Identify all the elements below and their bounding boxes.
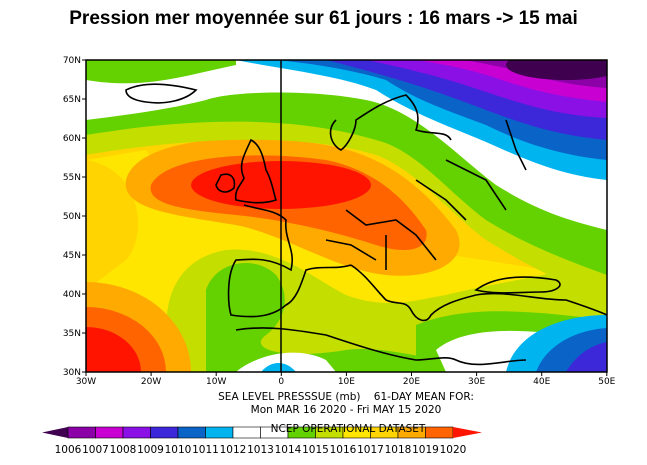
colorbar-segment bbox=[95, 426, 124, 439]
lat-tick-label: 30N bbox=[63, 368, 81, 378]
colorbar-label: 1016 bbox=[330, 444, 357, 456]
lon-tick-label: 30E bbox=[468, 377, 485, 387]
colorbar-label: 1014 bbox=[275, 444, 302, 456]
colorbar-label: 1007 bbox=[82, 444, 109, 456]
lat-tick-label: 40N bbox=[63, 290, 81, 300]
lon-tick-label: 10E bbox=[338, 377, 355, 387]
lon-tick-label: 30W bbox=[76, 377, 96, 387]
field-1005-north bbox=[506, 60, 607, 80]
colorbar-label: 1019 bbox=[412, 444, 439, 456]
colorbar-label: 1020 bbox=[440, 444, 467, 456]
colorbar-label: 1010 bbox=[165, 444, 192, 456]
lat-tick-label: 35N bbox=[63, 329, 81, 339]
lat-tick-label: 55N bbox=[63, 173, 81, 183]
lon-tick-label: 10W bbox=[206, 377, 226, 387]
lon-tick-label: 20W bbox=[141, 377, 161, 387]
colorbar-segment bbox=[67, 426, 96, 439]
lon-tick-label: 40E bbox=[533, 377, 550, 387]
lon-tick-label: 20E bbox=[403, 377, 420, 387]
longitude-axis: 30W 20W 10W 0 10E 20E 30E 40E 50E bbox=[76, 372, 616, 387]
colorbar-label: 1012 bbox=[220, 444, 247, 456]
colorbar-label: 1008 bbox=[110, 444, 137, 456]
colorbar: 1006 1007 1008 1009 1010 1011 1012 1013 1014 1015… bbox=[42, 426, 482, 456]
lat-tick-label: 70N bbox=[63, 56, 81, 66]
colorbar-label: 1017 bbox=[357, 444, 384, 456]
latitude-axis: 70N 65N 60N 55N 50N 45N 40N 35N 30N bbox=[63, 56, 86, 378]
colorbar-label: 1006 bbox=[55, 444, 82, 456]
colorbar-segment bbox=[122, 426, 151, 439]
colorbar-label: 1013 bbox=[247, 444, 274, 456]
lat-tick-label: 65N bbox=[63, 95, 81, 105]
colorbar-segment bbox=[177, 426, 206, 439]
colorbar-high-arrow bbox=[453, 427, 482, 438]
coastlines bbox=[125, 83, 607, 366]
dataset-label: NCEP OPERATIONAL DATASET bbox=[271, 423, 426, 435]
lon-tick-label: 0 bbox=[278, 377, 284, 387]
colorbar-label: 1018 bbox=[385, 444, 412, 456]
field-1015-nw bbox=[86, 60, 176, 78]
map-title: Pression mer moyennée sur 61 jours : 16 … bbox=[69, 8, 578, 29]
colorbar-label: 1011 bbox=[192, 444, 219, 456]
caption-line1: SEA LEVEL PRESSSUE (mb) 61-DAY MEAN FOR: bbox=[218, 391, 474, 403]
lat-tick-label: 45N bbox=[63, 251, 81, 261]
lon-tick-label: 50E bbox=[598, 377, 615, 387]
caption-line2: Mon MAR 16 2020 - Fri MAY 15 2020 bbox=[251, 404, 442, 416]
colorbar-segment bbox=[205, 426, 234, 439]
colorbar-segment bbox=[232, 426, 261, 439]
lat-tick-label: 50N bbox=[63, 212, 81, 222]
lat-tick-label: 60N bbox=[63, 134, 81, 144]
colorbar-low-arrow bbox=[42, 427, 68, 438]
colorbar-label: 1015 bbox=[302, 444, 329, 456]
field-1020-sw bbox=[86, 327, 141, 372]
map-field bbox=[86, 60, 607, 372]
field-1009-mideast bbox=[566, 342, 607, 372]
colorbar-segment bbox=[150, 426, 179, 439]
field-1011-mideast bbox=[261, 315, 607, 372]
colorbar-label: 1009 bbox=[137, 444, 164, 456]
colorbar-segment bbox=[425, 426, 454, 439]
